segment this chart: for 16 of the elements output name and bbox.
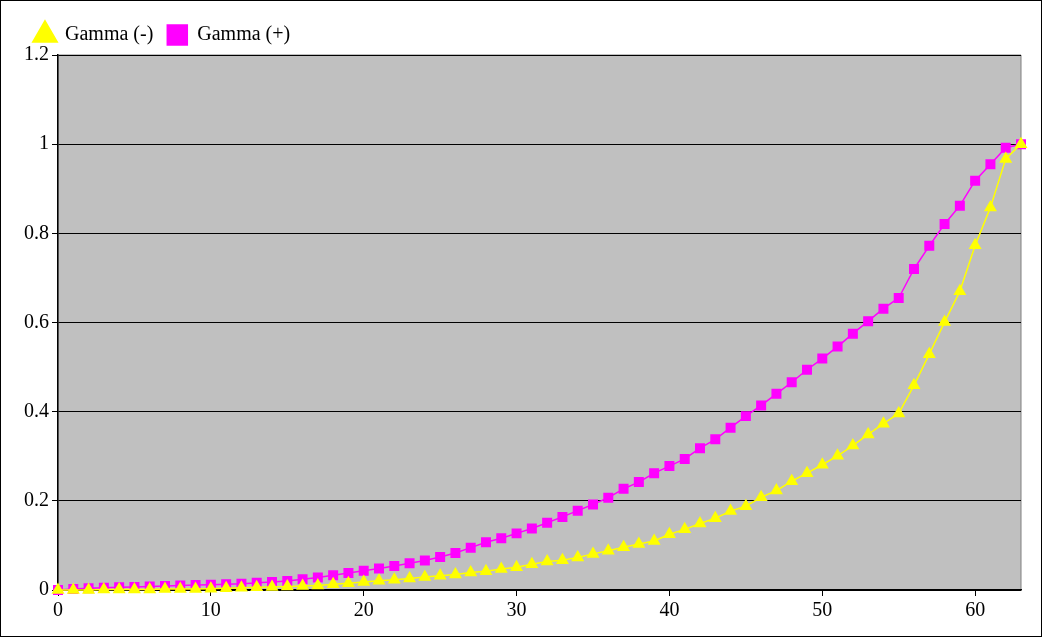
y-tick-label: 0.6 — [24, 309, 49, 332]
y-tick-label: 0.2 — [24, 488, 49, 511]
x-tick-label: 20 — [353, 598, 374, 621]
y-tick-label: 0.8 — [24, 220, 49, 243]
legend-label: Gamma (-) — [65, 22, 154, 46]
x-tick-label: 50 — [812, 598, 833, 621]
y-tick-label: 1.2 — [24, 42, 49, 65]
y-tick-label: 0 — [39, 577, 49, 600]
x-tick-label: 30 — [506, 598, 527, 621]
legend-label: Gamma (+) — [197, 22, 291, 46]
y-tick-label: 0.4 — [24, 398, 49, 421]
x-tick-label: 40 — [659, 598, 680, 621]
x-tick-label: 0 — [53, 598, 63, 621]
y-tick-label: 1 — [39, 131, 49, 154]
x-tick-label: 10 — [200, 598, 221, 621]
x-tick-label: 60 — [965, 598, 986, 621]
